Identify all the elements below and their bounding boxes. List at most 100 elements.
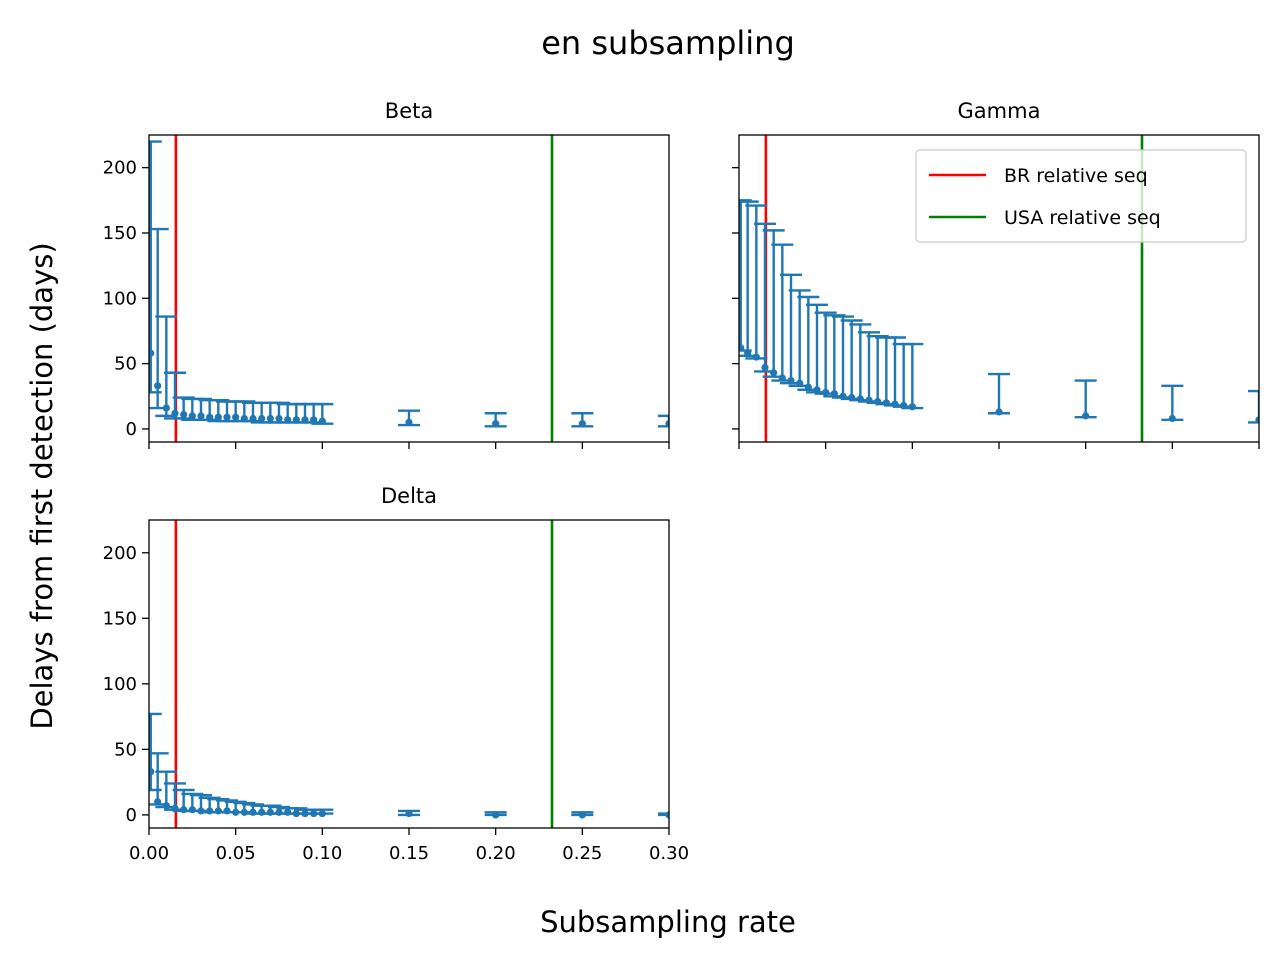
data-point [154, 382, 162, 390]
data-point [405, 809, 413, 818]
error-bar [658, 414, 669, 428]
data-point [197, 412, 205, 420]
error-bar [571, 412, 594, 428]
panel-beta: Beta 0 50 100 150 200 [103, 99, 670, 449]
data-point [813, 386, 821, 394]
error-bar [745, 204, 768, 361]
data-point [778, 374, 786, 382]
error-bar [484, 412, 507, 428]
data-point [578, 811, 586, 819]
y-tick-label: 200 [103, 158, 137, 179]
data-point [214, 807, 222, 815]
axes-frame [148, 519, 670, 829]
data-point [149, 349, 155, 357]
x-tick-label: 0.20 [476, 843, 516, 864]
data-point [266, 414, 274, 423]
error-bar [858, 331, 880, 404]
data-point [1082, 412, 1090, 420]
plot-area [739, 135, 1259, 442]
error-bar [398, 809, 420, 818]
data-point [266, 808, 274, 816]
data-point [188, 806, 196, 814]
data-point [240, 808, 248, 816]
data-point [214, 413, 222, 421]
y-tick-label: 50 [114, 354, 137, 375]
error-bar [658, 811, 669, 819]
data-point [1255, 416, 1259, 424]
data-point [318, 809, 326, 818]
data-point [162, 404, 170, 412]
data-point [405, 418, 413, 427]
data-point [995, 408, 1003, 416]
data-point [578, 420, 586, 428]
data-point [188, 412, 196, 420]
y-tick-label: 0 [126, 805, 137, 826]
data-point [149, 768, 155, 776]
data-point [206, 807, 214, 815]
data-point [665, 420, 669, 428]
x-tick-label: 0.15 [389, 843, 429, 864]
error-bar [149, 227, 169, 410]
plot-area [149, 520, 669, 828]
panels: Beta 0 50 100 150 200 Gamma BR relative seq USA … [103, 99, 1260, 864]
error-bar [484, 811, 507, 819]
error-bar [988, 372, 1010, 416]
error-bar [1248, 389, 1259, 424]
x-tick-label: 0.10 [302, 843, 342, 864]
panel-gamma: Gamma BR relative seq USA relative seq [732, 99, 1260, 449]
error-bar [571, 811, 594, 819]
data-point [822, 388, 830, 396]
panel-title: Beta [385, 99, 433, 123]
data-point [1168, 414, 1176, 423]
data-point [310, 416, 318, 424]
data-point [206, 413, 214, 421]
data-point [171, 409, 179, 417]
error-bar [1161, 384, 1184, 423]
y-tick-label: 200 [103, 543, 137, 564]
data-point [154, 798, 162, 806]
data-point [492, 811, 500, 819]
y-axis-label: Delays from first detection (days) [25, 242, 59, 729]
error-bar [311, 808, 334, 818]
error-bar [806, 303, 828, 394]
data-point [249, 808, 257, 816]
legend-box [915, 149, 1247, 243]
x-tick-label: 0.00 [129, 843, 169, 864]
data-point [318, 417, 326, 425]
error-bar [155, 315, 178, 418]
error-bar [398, 409, 420, 427]
x-tick-label: 0.05 [216, 843, 256, 864]
x-tick-label: 0.30 [649, 843, 689, 864]
axes-frame [148, 134, 670, 443]
error-bar [788, 289, 811, 388]
data-point [275, 808, 283, 816]
data-point [162, 802, 170, 810]
error-bar [1074, 379, 1097, 420]
data-point [744, 349, 752, 357]
panel-title: Gamma [958, 99, 1041, 123]
panel-delta: Delta 0 50 100 150 200 0.00 0.05 0.10 0.15 0.20 0.2… [103, 484, 689, 864]
data-point [180, 410, 188, 419]
legend-label: USA relative seq [1004, 207, 1161, 229]
legend: BR relative seq USA relative seq [915, 149, 1247, 243]
data-point [249, 414, 257, 423]
y-tick-label: 50 [114, 739, 137, 760]
data-point [284, 808, 292, 816]
data-point [258, 414, 266, 423]
data-point [752, 353, 760, 361]
x-tick-label: 0.25 [562, 843, 602, 864]
axes-frame [738, 134, 1260, 443]
y-tick-label: 100 [103, 288, 137, 309]
data-point [223, 807, 231, 815]
data-point [804, 383, 812, 391]
data-point [232, 413, 240, 421]
y-tick-label: 150 [103, 223, 137, 244]
data-point [761, 363, 769, 372]
data-point [665, 811, 669, 819]
data-point [787, 377, 795, 385]
data-point [492, 420, 500, 428]
data-point [275, 414, 283, 423]
data-point [770, 369, 778, 377]
panel-title: Delta [381, 484, 437, 508]
